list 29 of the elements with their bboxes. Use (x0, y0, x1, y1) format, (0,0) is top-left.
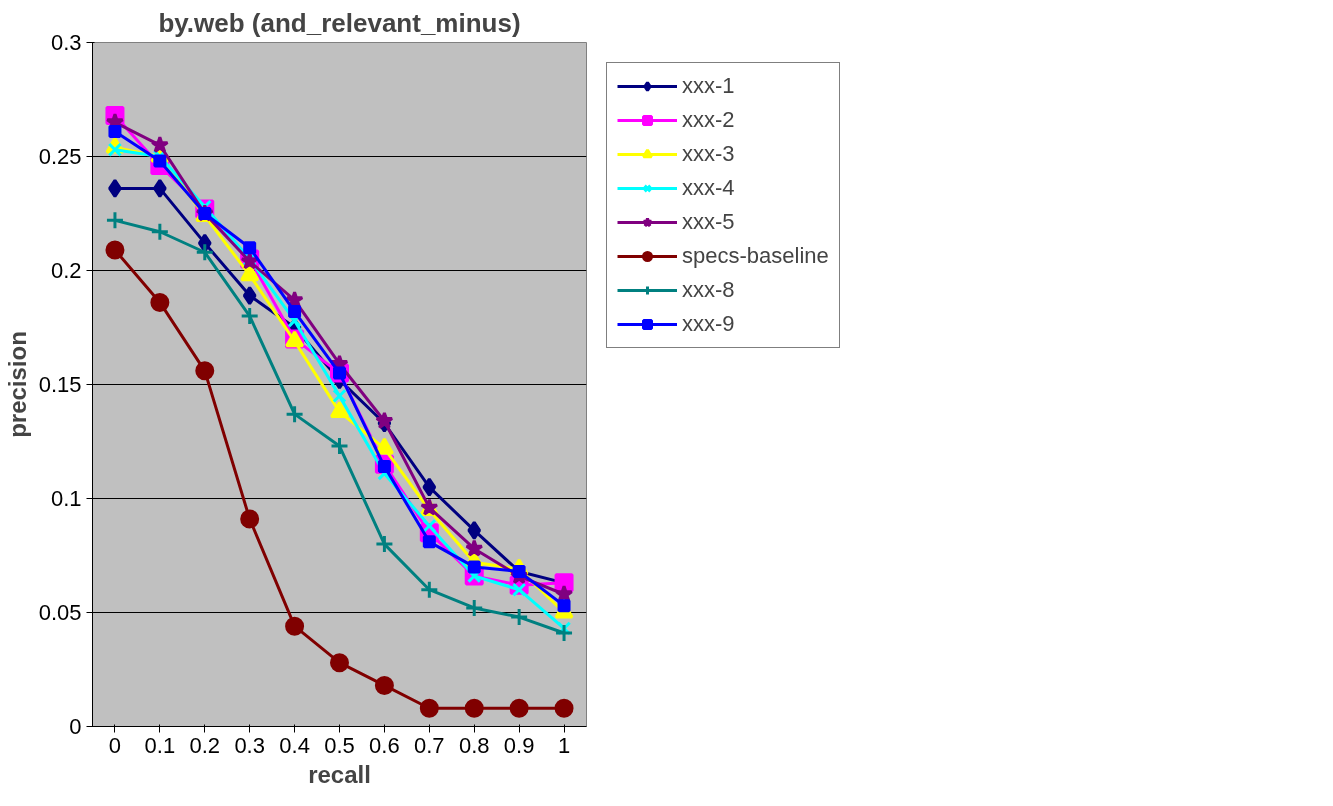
x-tick-label: 0.6 (369, 732, 400, 758)
x-tick-label: 0.8 (458, 732, 490, 758)
y-tick-label: 0.3 (50, 30, 82, 55)
legend-label: xxx-2 (682, 107, 735, 133)
y-tick-label: 0.15 (38, 372, 82, 397)
x-axis-title: recall (308, 760, 371, 788)
x-tick-label: 0.1 (144, 732, 176, 758)
x-tick-label: 1 (557, 732, 571, 758)
legend-label: xxx-9 (682, 311, 735, 337)
x-tick-label: 0 (108, 732, 122, 758)
legend-label: xxx-4 (682, 175, 735, 201)
y-tick-label: 0 (69, 714, 82, 739)
y-tick-label: 0.25 (38, 144, 82, 169)
legend-label: xxx-1 (682, 73, 735, 99)
x-tick-label: 0.5 (324, 732, 355, 758)
x-tick-label: 0.2 (189, 732, 221, 758)
legend-label: xxx-3 (682, 141, 735, 167)
y-tick-label: 0.2 (50, 258, 82, 283)
legend-label: xxx-8 (682, 277, 735, 303)
legend-label: specs-baseline (682, 243, 829, 269)
y-tick-label: 0.05 (38, 600, 82, 625)
x-tick-label: 0.7 (414, 732, 445, 758)
x-tick-label: 0.9 (503, 732, 535, 758)
y-tick-label: 0.1 (50, 486, 82, 511)
y-axis-title: precision (3, 331, 31, 438)
x-tick-label: 0.3 (234, 732, 265, 758)
legend-label: xxx-5 (682, 209, 735, 235)
x-tick-label: 0.4 (279, 732, 310, 758)
chart-title: by.web (and_relevant_minus) (158, 7, 521, 38)
